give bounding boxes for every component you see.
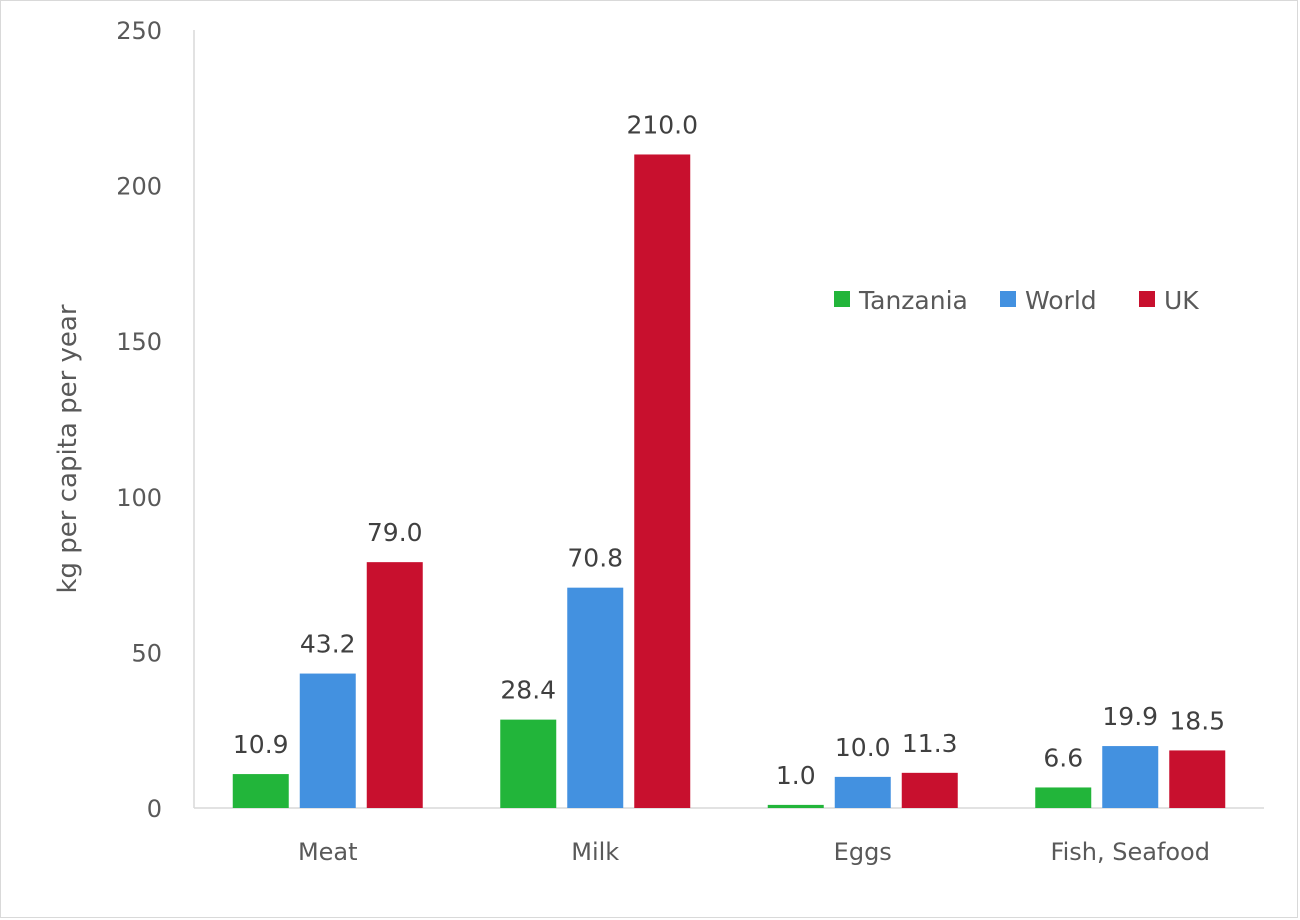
legend: Tanzania World UK [834,286,1199,315]
legend-swatch-uk [1139,291,1155,307]
category-label: Meat [298,838,358,866]
data-label: 210.0 [626,110,698,139]
bar-world-meat [299,673,356,808]
data-label: 18.5 [1169,706,1225,735]
data-label: 43.2 [300,630,356,659]
bar-tanzania-eggs [767,804,824,808]
bar-uk-milk [634,154,691,809]
data-label: 10.0 [835,733,891,762]
bar-uk-meat [366,562,423,808]
y-tick-label: 100 [116,484,162,512]
bar-uk-eggs [901,772,958,808]
bars-group [232,154,1226,809]
data-label: 11.3 [902,729,958,758]
data-label: 19.9 [1102,702,1158,731]
data-label: 6.6 [1043,743,1083,772]
legend-label-uk: UK [1164,286,1199,315]
legend-label-world: World [1025,286,1097,315]
data-label: 10.9 [233,730,289,759]
y-axis-title: kg per capita per year [53,304,83,593]
category-label: Milk [571,838,619,866]
x-axis-ticks: Meat Milk Eggs Fish, Seafood [298,838,1210,866]
bar-tanzania-fish-seafood [1035,787,1092,808]
data-label: 1.0 [776,761,816,790]
y-tick-label: 250 [116,17,162,45]
category-label: Eggs [834,838,892,866]
y-tick-label: 150 [116,328,162,356]
data-label: 28.4 [500,676,556,705]
y-tick-label: 200 [116,173,162,201]
data-label: 70.8 [567,544,623,573]
bar-uk-fish-seafood [1169,750,1226,808]
legend-swatch-tanzania [834,291,850,307]
legend-label-tanzania: Tanzania [858,286,968,315]
bar-world-milk [567,587,624,808]
bar-world-fish-seafood [1102,746,1159,808]
data-label: 79.0 [367,518,423,547]
y-tick-label: 50 [131,639,162,667]
y-tick-label: 0 [147,795,162,823]
bar-world-eggs [834,776,891,808]
bar-tanzania-meat [232,774,289,808]
legend-swatch-world [1000,291,1016,307]
category-label: Fish, Seafood [1051,838,1210,866]
data-labels-group: 10.9 43.2 79.0 28.4 70.8 210.0 1.0 10.0 11.3 6.6 1… [233,110,1225,789]
y-axis-ticks: 0 50 100 150 200 250 [116,17,162,823]
bar-tanzania-milk [500,719,557,808]
